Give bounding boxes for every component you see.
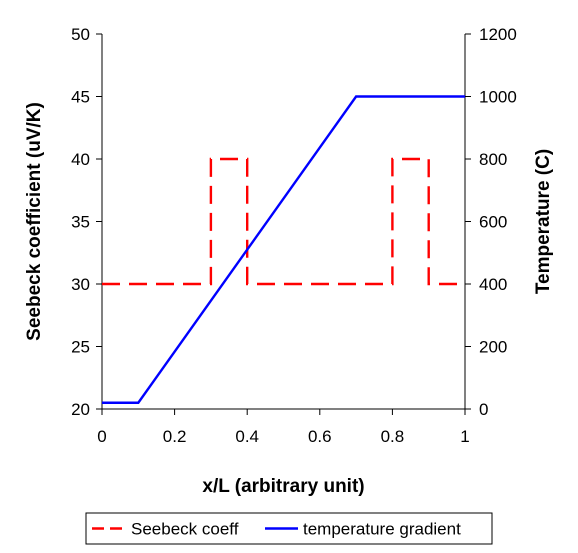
y-left-tick-label: 40 [71, 150, 90, 169]
y-axis-left: 20 25 30 35 40 45 50 [71, 25, 102, 419]
series-line-seebeck-coeff [102, 157, 465, 286]
x-tick-label: 0.4 [235, 427, 259, 446]
x-tick-label: 0.2 [163, 427, 187, 446]
y-left-tick-label: 45 [71, 88, 90, 107]
x-axis: 0 0.2 0.4 0.6 0.8 1 [97, 409, 470, 446]
series-layer [102, 95, 465, 404]
y-axis-right-title: Temperature (C) [533, 149, 554, 294]
y-right-tick-label: 400 [479, 275, 507, 294]
y-right-tick-label: 1000 [479, 88, 517, 107]
y-axis-right: 0 200 400 600 800 1000 1200 [465, 25, 517, 419]
y-left-tick-label: 30 [71, 275, 90, 294]
plot-area [101, 34, 466, 410]
x-tick-label: 0 [97, 427, 106, 446]
y-left-tick-label: 20 [71, 400, 90, 419]
y-right-tick-label: 0 [479, 400, 488, 419]
legend-label-seebeck-coeff: Seebeck coeff [131, 520, 239, 539]
y-right-tick-label: 200 [479, 338, 507, 357]
y-right-tick-label: 1200 [479, 25, 517, 44]
series-line-temperature-gradient [102, 95, 465, 404]
x-tick-label: 0.8 [381, 427, 405, 446]
x-axis-title: x/L (arbitrary unit) [202, 476, 364, 497]
legend-label-temperature-gradient: temperature gradient [303, 520, 461, 539]
y-right-tick-label: 600 [479, 213, 507, 232]
x-tick-label: 1 [460, 427, 469, 446]
y-left-tick-label: 35 [71, 213, 90, 232]
y-left-tick-label: 50 [71, 25, 90, 44]
legend: Seebeck coeff temperature gradient [85, 512, 493, 545]
y-left-tick-label: 25 [71, 338, 90, 357]
y-axis-left-title: Seebeck coefficient (uV/K) [24, 102, 45, 341]
x-tick-label: 0.6 [308, 427, 332, 446]
y-right-tick-label: 800 [479, 150, 507, 169]
